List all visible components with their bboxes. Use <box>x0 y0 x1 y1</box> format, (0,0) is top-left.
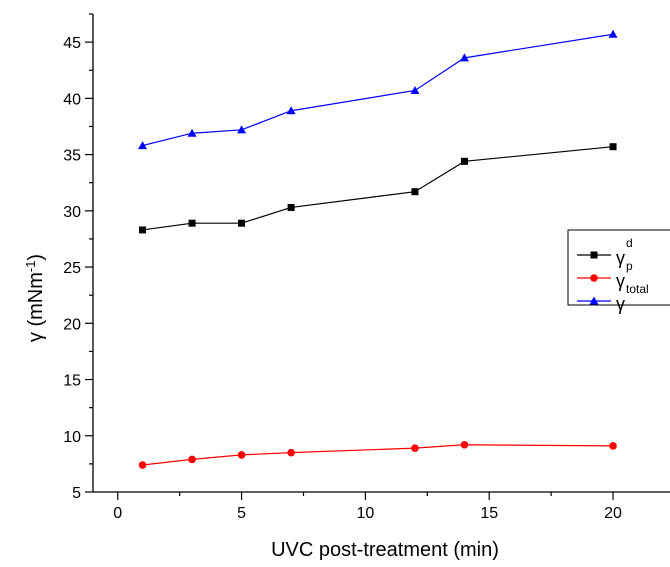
series-line-d <box>142 146 614 231</box>
series-p <box>138 440 617 469</box>
y-tick-label: 30 <box>63 204 81 221</box>
data-point-total <box>608 29 618 38</box>
y-tick-label: 20 <box>63 316 81 333</box>
legend-box <box>567 229 670 306</box>
y-axis-title-main: γ (mNm <box>25 272 47 342</box>
x-tick-label: 15 <box>480 505 498 522</box>
ticks: 0 5 10 15 20 5 10 15 20 25 30 35 40 45 <box>63 13 622 522</box>
data-point-d <box>238 219 246 227</box>
data-point-d <box>411 188 419 196</box>
series-d <box>139 143 617 234</box>
y-axis-title-end: ) <box>25 254 47 261</box>
y-tick-label: 35 <box>63 148 81 165</box>
data-point-p <box>460 440 469 449</box>
data-point-d <box>287 203 295 211</box>
legend-sup-total: total <box>626 282 649 296</box>
data-point-total <box>187 128 197 137</box>
series-line-total <box>142 33 614 147</box>
data-point-d <box>609 143 617 151</box>
data-point-total <box>286 106 296 115</box>
data-point-total <box>459 53 469 62</box>
y-axis-title-sup: -1 <box>23 261 38 273</box>
legend-marker-d <box>590 251 598 259</box>
legend-label-d: γ <box>616 248 625 268</box>
legend-sup-p: p <box>626 259 633 273</box>
data-point-d <box>188 219 196 227</box>
x-tick-label: 10 <box>357 505 375 522</box>
data-point-d <box>139 226 147 234</box>
y-tick-label: 25 <box>63 260 81 277</box>
legend-sup-d: d <box>626 236 633 250</box>
x-axis-title: UVC post-treatment (min) <box>271 539 499 561</box>
legend-label-total: γ <box>616 294 625 314</box>
data-point-p <box>237 451 246 459</box>
y-axis-title: γ (mNm-1) <box>23 254 48 342</box>
data-point-p <box>609 442 617 450</box>
y-tick-label: 45 <box>63 35 81 52</box>
data-point-total <box>138 141 148 150</box>
data-point-p <box>188 455 196 464</box>
x-tick-label: 20 <box>604 505 622 522</box>
series-total <box>138 29 618 150</box>
legend-marker-p <box>590 274 598 282</box>
y-tick-label: 10 <box>63 429 81 446</box>
data-point-p <box>411 444 419 452</box>
data-point-p <box>287 448 295 457</box>
data-point-total <box>410 85 420 94</box>
x-tick-label: 0 <box>113 505 122 522</box>
y-tick-label: 40 <box>63 91 81 108</box>
y-tick-label: 5 <box>72 485 81 502</box>
series-layer <box>138 29 618 469</box>
legend-marker-total <box>589 296 599 305</box>
data-point-p <box>138 461 147 469</box>
legend-label-p: γ <box>616 271 625 291</box>
x-tick-label: 5 <box>237 505 246 522</box>
axes <box>92 14 670 493</box>
data-point-total <box>237 125 247 134</box>
series-line-p <box>142 444 614 466</box>
y-tick-label: 15 <box>63 373 81 390</box>
data-point-d <box>460 157 468 165</box>
